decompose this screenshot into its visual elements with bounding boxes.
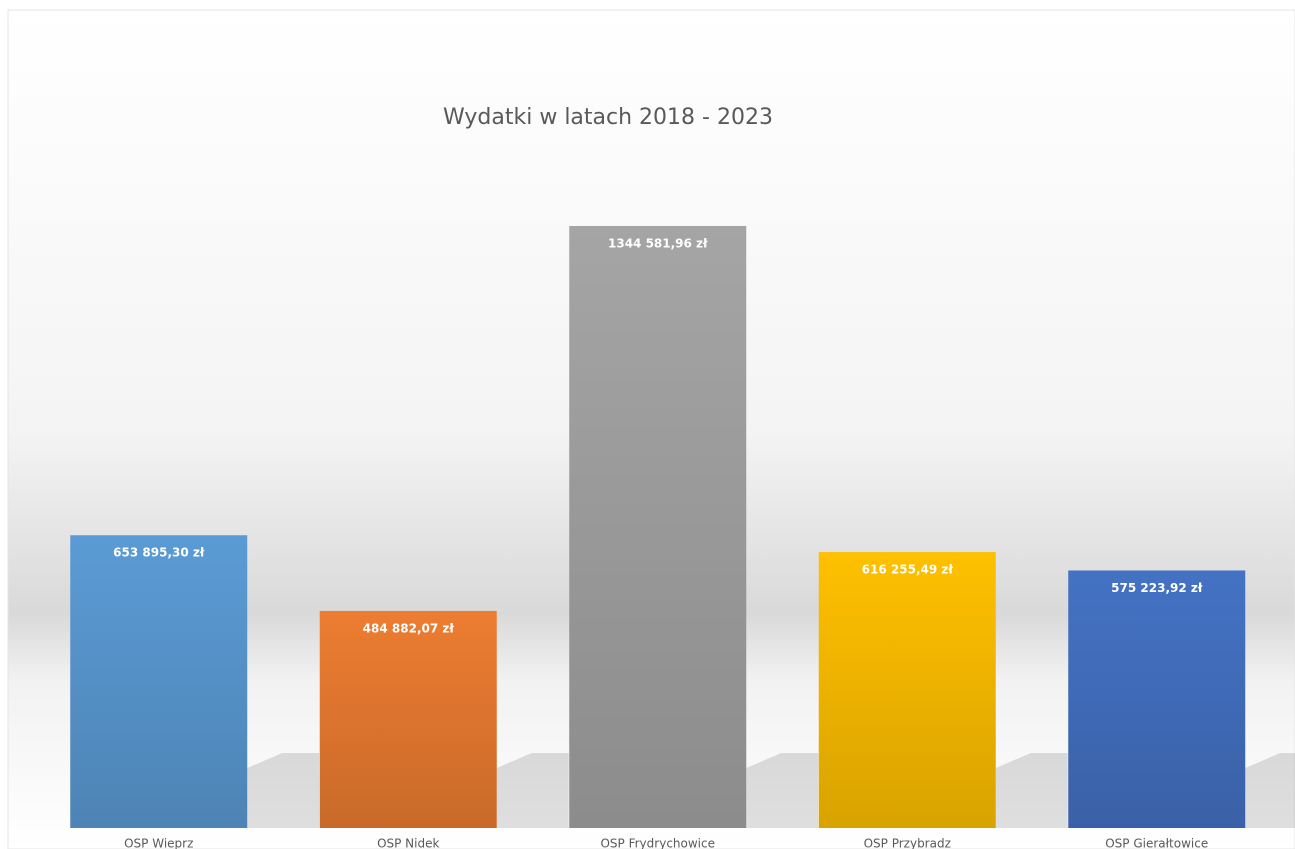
bar	[70, 535, 248, 828]
x-tick-label: OSP Wieprz	[124, 837, 193, 849]
data-label: 1344 581,96 zł	[608, 237, 708, 251]
bar-shadow	[247, 753, 320, 828]
bar	[569, 226, 747, 828]
data-label: 575 223,92 zł	[1111, 581, 1203, 595]
bar-shadow	[496, 753, 569, 828]
bar-shadow	[995, 753, 1068, 828]
bar-shadow	[1245, 753, 1295, 828]
chart-title: Wydatki w latach 2018 - 2023	[443, 105, 773, 130]
x-tick-label: OSP Frydrychowice	[600, 837, 715, 849]
x-tick-label: OSP Nidek	[377, 837, 439, 849]
data-label: 653 895,30 zł	[113, 546, 205, 560]
x-tick-label: OSP Przybradz	[864, 837, 951, 849]
data-label: 616 255,49 zł	[862, 563, 954, 577]
bar-shadow	[746, 753, 819, 828]
bar	[1068, 570, 1246, 828]
bar	[319, 610, 497, 828]
x-tick-label: OSP Gierałtowice	[1105, 837, 1208, 849]
bar	[818, 552, 996, 828]
data-label: 484 882,07 zł	[363, 621, 455, 635]
